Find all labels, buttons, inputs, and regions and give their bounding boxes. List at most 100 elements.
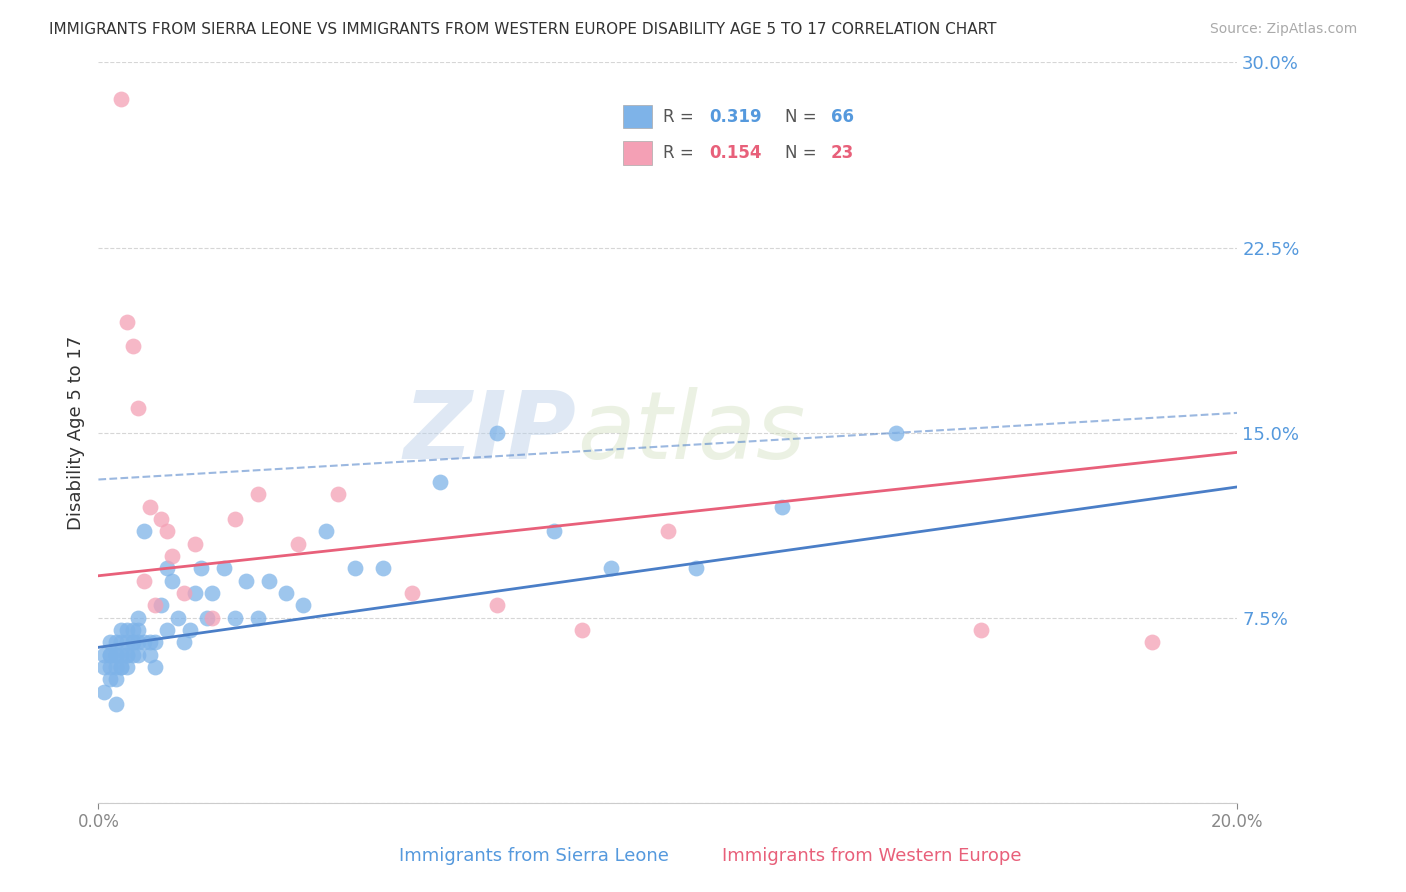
- Point: [115, 660, 138, 674]
- Point: [657, 524, 679, 539]
- Point: [93, 648, 115, 662]
- Point: [685, 561, 707, 575]
- Point: [150, 599, 173, 613]
- Point: [138, 635, 160, 649]
- Point: [110, 92, 132, 106]
- Point: [167, 610, 190, 624]
- Text: 0.319: 0.319: [710, 108, 762, 126]
- Point: [104, 660, 127, 674]
- Y-axis label: Disability Age 5 to 17: Disability Age 5 to 17: [66, 335, 84, 530]
- Bar: [623, 141, 652, 164]
- Point: [1140, 635, 1163, 649]
- Point: [486, 425, 509, 440]
- Point: [600, 561, 623, 575]
- Point: [401, 586, 423, 600]
- Point: [121, 623, 143, 637]
- Point: [98, 648, 121, 662]
- Text: ZIP: ZIP: [404, 386, 576, 479]
- Point: [93, 660, 115, 674]
- Point: [201, 610, 224, 624]
- Point: [121, 635, 143, 649]
- Point: [132, 635, 155, 649]
- Point: [429, 475, 451, 489]
- Text: Immigrants from Sierra Leone: Immigrants from Sierra Leone: [399, 847, 669, 865]
- Point: [543, 524, 565, 539]
- Point: [145, 599, 167, 613]
- Point: [127, 648, 149, 662]
- Point: [93, 685, 115, 699]
- Point: [104, 673, 127, 687]
- Point: [287, 536, 309, 550]
- Point: [373, 561, 395, 575]
- Point: [770, 500, 793, 514]
- Point: [179, 623, 201, 637]
- Point: [884, 425, 907, 440]
- Point: [162, 549, 184, 563]
- Point: [156, 623, 179, 637]
- Text: R =: R =: [664, 144, 700, 161]
- Text: N =: N =: [785, 144, 821, 161]
- Point: [110, 635, 132, 649]
- Point: [224, 512, 246, 526]
- Point: [246, 487, 269, 501]
- Point: [98, 648, 121, 662]
- Point: [127, 635, 149, 649]
- Point: [190, 561, 212, 575]
- Point: [150, 512, 173, 526]
- Point: [127, 610, 149, 624]
- Point: [115, 635, 138, 649]
- Point: [121, 648, 143, 662]
- Text: Immigrants from Western Europe: Immigrants from Western Europe: [721, 847, 1022, 865]
- Point: [132, 524, 155, 539]
- Point: [98, 635, 121, 649]
- Point: [138, 500, 160, 514]
- Point: [156, 561, 179, 575]
- Point: [326, 487, 349, 501]
- Point: [132, 574, 155, 588]
- Text: R =: R =: [664, 108, 700, 126]
- Point: [110, 648, 132, 662]
- Point: [127, 401, 149, 415]
- Point: [121, 635, 143, 649]
- Point: [195, 610, 218, 624]
- Text: atlas: atlas: [576, 387, 806, 478]
- Text: 23: 23: [831, 144, 853, 161]
- Point: [259, 574, 281, 588]
- Point: [156, 524, 179, 539]
- Point: [98, 660, 121, 674]
- Point: [121, 339, 143, 353]
- Point: [246, 610, 269, 624]
- Point: [970, 623, 993, 637]
- Point: [201, 586, 224, 600]
- Text: N =: N =: [785, 108, 821, 126]
- Point: [138, 648, 160, 662]
- Text: 66: 66: [831, 108, 853, 126]
- Point: [292, 599, 315, 613]
- Point: [104, 697, 127, 711]
- Point: [127, 623, 149, 637]
- Point: [110, 660, 132, 674]
- Point: [173, 586, 195, 600]
- Point: [571, 623, 593, 637]
- Point: [115, 648, 138, 662]
- Point: [110, 623, 132, 637]
- Point: [98, 673, 121, 687]
- Point: [162, 574, 184, 588]
- Point: [343, 561, 366, 575]
- Point: [110, 660, 132, 674]
- Point: [115, 314, 138, 328]
- Point: [315, 524, 337, 539]
- Point: [486, 599, 509, 613]
- Text: 0.154: 0.154: [710, 144, 762, 161]
- Point: [173, 635, 195, 649]
- Point: [184, 586, 207, 600]
- Point: [235, 574, 257, 588]
- Point: [104, 635, 127, 649]
- Point: [184, 536, 207, 550]
- Text: IMMIGRANTS FROM SIERRA LEONE VS IMMIGRANTS FROM WESTERN EUROPE DISABILITY AGE 5 : IMMIGRANTS FROM SIERRA LEONE VS IMMIGRAN…: [49, 22, 997, 37]
- Point: [104, 648, 127, 662]
- Point: [276, 586, 298, 600]
- Bar: [623, 105, 652, 128]
- Point: [145, 635, 167, 649]
- Point: [115, 648, 138, 662]
